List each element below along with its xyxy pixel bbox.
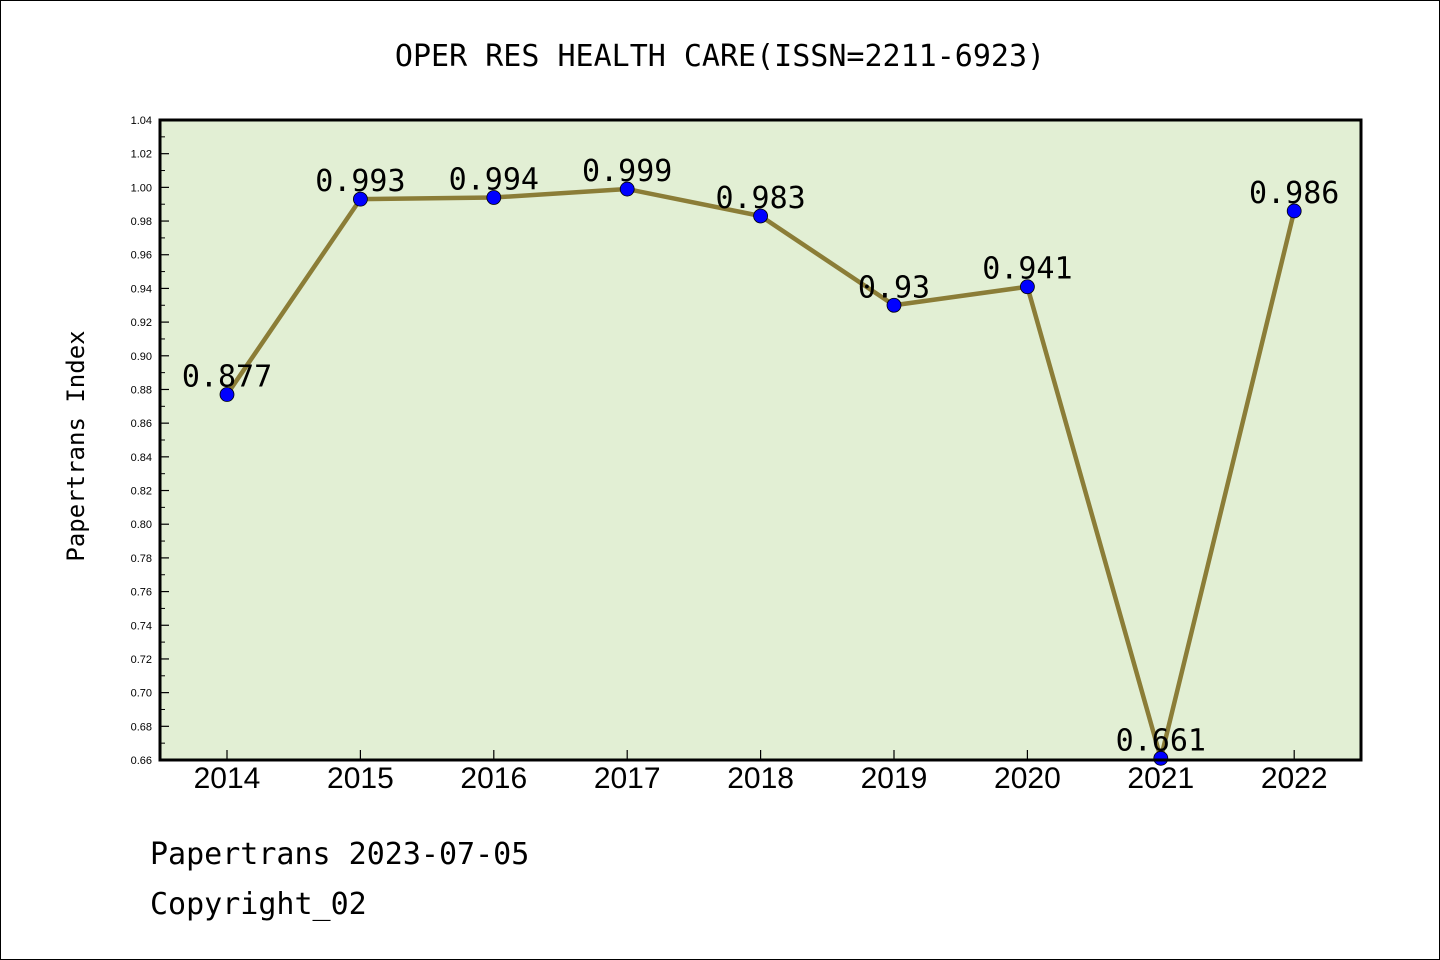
y-tick-label: 0.96 [131, 250, 152, 262]
data-label: 0.994 [449, 162, 539, 197]
y-tick-label: 0.94 [131, 283, 152, 295]
y-tick-label: 0.74 [131, 620, 152, 632]
y-tick-label: 0.84 [131, 452, 152, 464]
x-tick-label: 2017 [594, 762, 661, 795]
y-tick-label: 0.92 [131, 317, 152, 329]
data-label: 0.999 [582, 154, 672, 189]
data-label: 0.986 [1249, 176, 1339, 211]
y-tick-label: 0.98 [131, 216, 152, 228]
y-tick-label: 0.76 [131, 587, 152, 599]
y-tick-label: 0.72 [131, 654, 152, 666]
data-label: 0.993 [315, 164, 405, 199]
y-tick-label: 0.80 [131, 519, 152, 531]
data-point [1286, 203, 1302, 219]
y-tick-label: 0.88 [131, 384, 152, 396]
data-point [219, 387, 235, 402]
y-tick-label: 0.86 [131, 418, 152, 430]
data-labels: 0.877 0.993 0.994 0.999 0.983 0.93 0.941 0.661 0… [182, 154, 1340, 758]
data-point [619, 181, 635, 197]
data-label: 0.983 [715, 181, 805, 216]
x-tick-label: 2020 [994, 762, 1061, 795]
x-axis: 2014 2015 2016 2017 2018 2019 2020 2021 2022 [194, 750, 1328, 795]
x-tick-label: 2021 [1127, 762, 1194, 795]
y-tick-label: 1.00 [131, 182, 152, 194]
y-tick-label: 1.02 [131, 149, 152, 161]
footer-copyright: Copyright_02 [150, 887, 367, 922]
data-label: 0.93 [858, 270, 930, 305]
x-tick-label: 2014 [194, 762, 261, 795]
plot-area [160, 120, 1361, 760]
data-point [1153, 750, 1169, 766]
data-label: 0.661 [1116, 723, 1206, 758]
y-axis: 0.66 0.68 0.70 0.72 0.74 0.76 0.78 0.80 0.82 0.84… [131, 115, 169, 767]
x-tick-label: 2022 [1261, 762, 1328, 795]
y-tick-label: 0.82 [131, 486, 152, 498]
y-tick-label: 0.66 [131, 755, 152, 767]
x-tick-label: 2018 [727, 762, 794, 795]
data-point [352, 191, 368, 207]
y-tick-label: 0.68 [131, 721, 152, 733]
data-label: 0.941 [982, 252, 1072, 287]
series-markers [219, 181, 1302, 766]
y-tick-label: 0.78 [131, 553, 152, 565]
chart-title: OPER RES HEALTH CARE(ISSN=2211-6923) [395, 39, 1045, 74]
y-tick-label: 1.04 [131, 115, 152, 127]
data-point [1020, 279, 1035, 295]
y-tick-label: 0.70 [131, 688, 152, 700]
y-tick-label: 0.90 [131, 351, 152, 363]
x-tick-label: 2019 [861, 762, 928, 795]
plot-border [158, 118, 1363, 762]
data-point [886, 297, 902, 313]
x-tick-label: 2015 [327, 762, 394, 795]
data-point [486, 190, 502, 205]
data-point [753, 208, 768, 224]
x-tick-label: 2016 [460, 762, 527, 795]
y-axis-label: Papertrans Index [62, 330, 90, 561]
data-label: 0.877 [182, 360, 272, 395]
footer-date: Papertrans 2023-07-05 [150, 837, 529, 872]
